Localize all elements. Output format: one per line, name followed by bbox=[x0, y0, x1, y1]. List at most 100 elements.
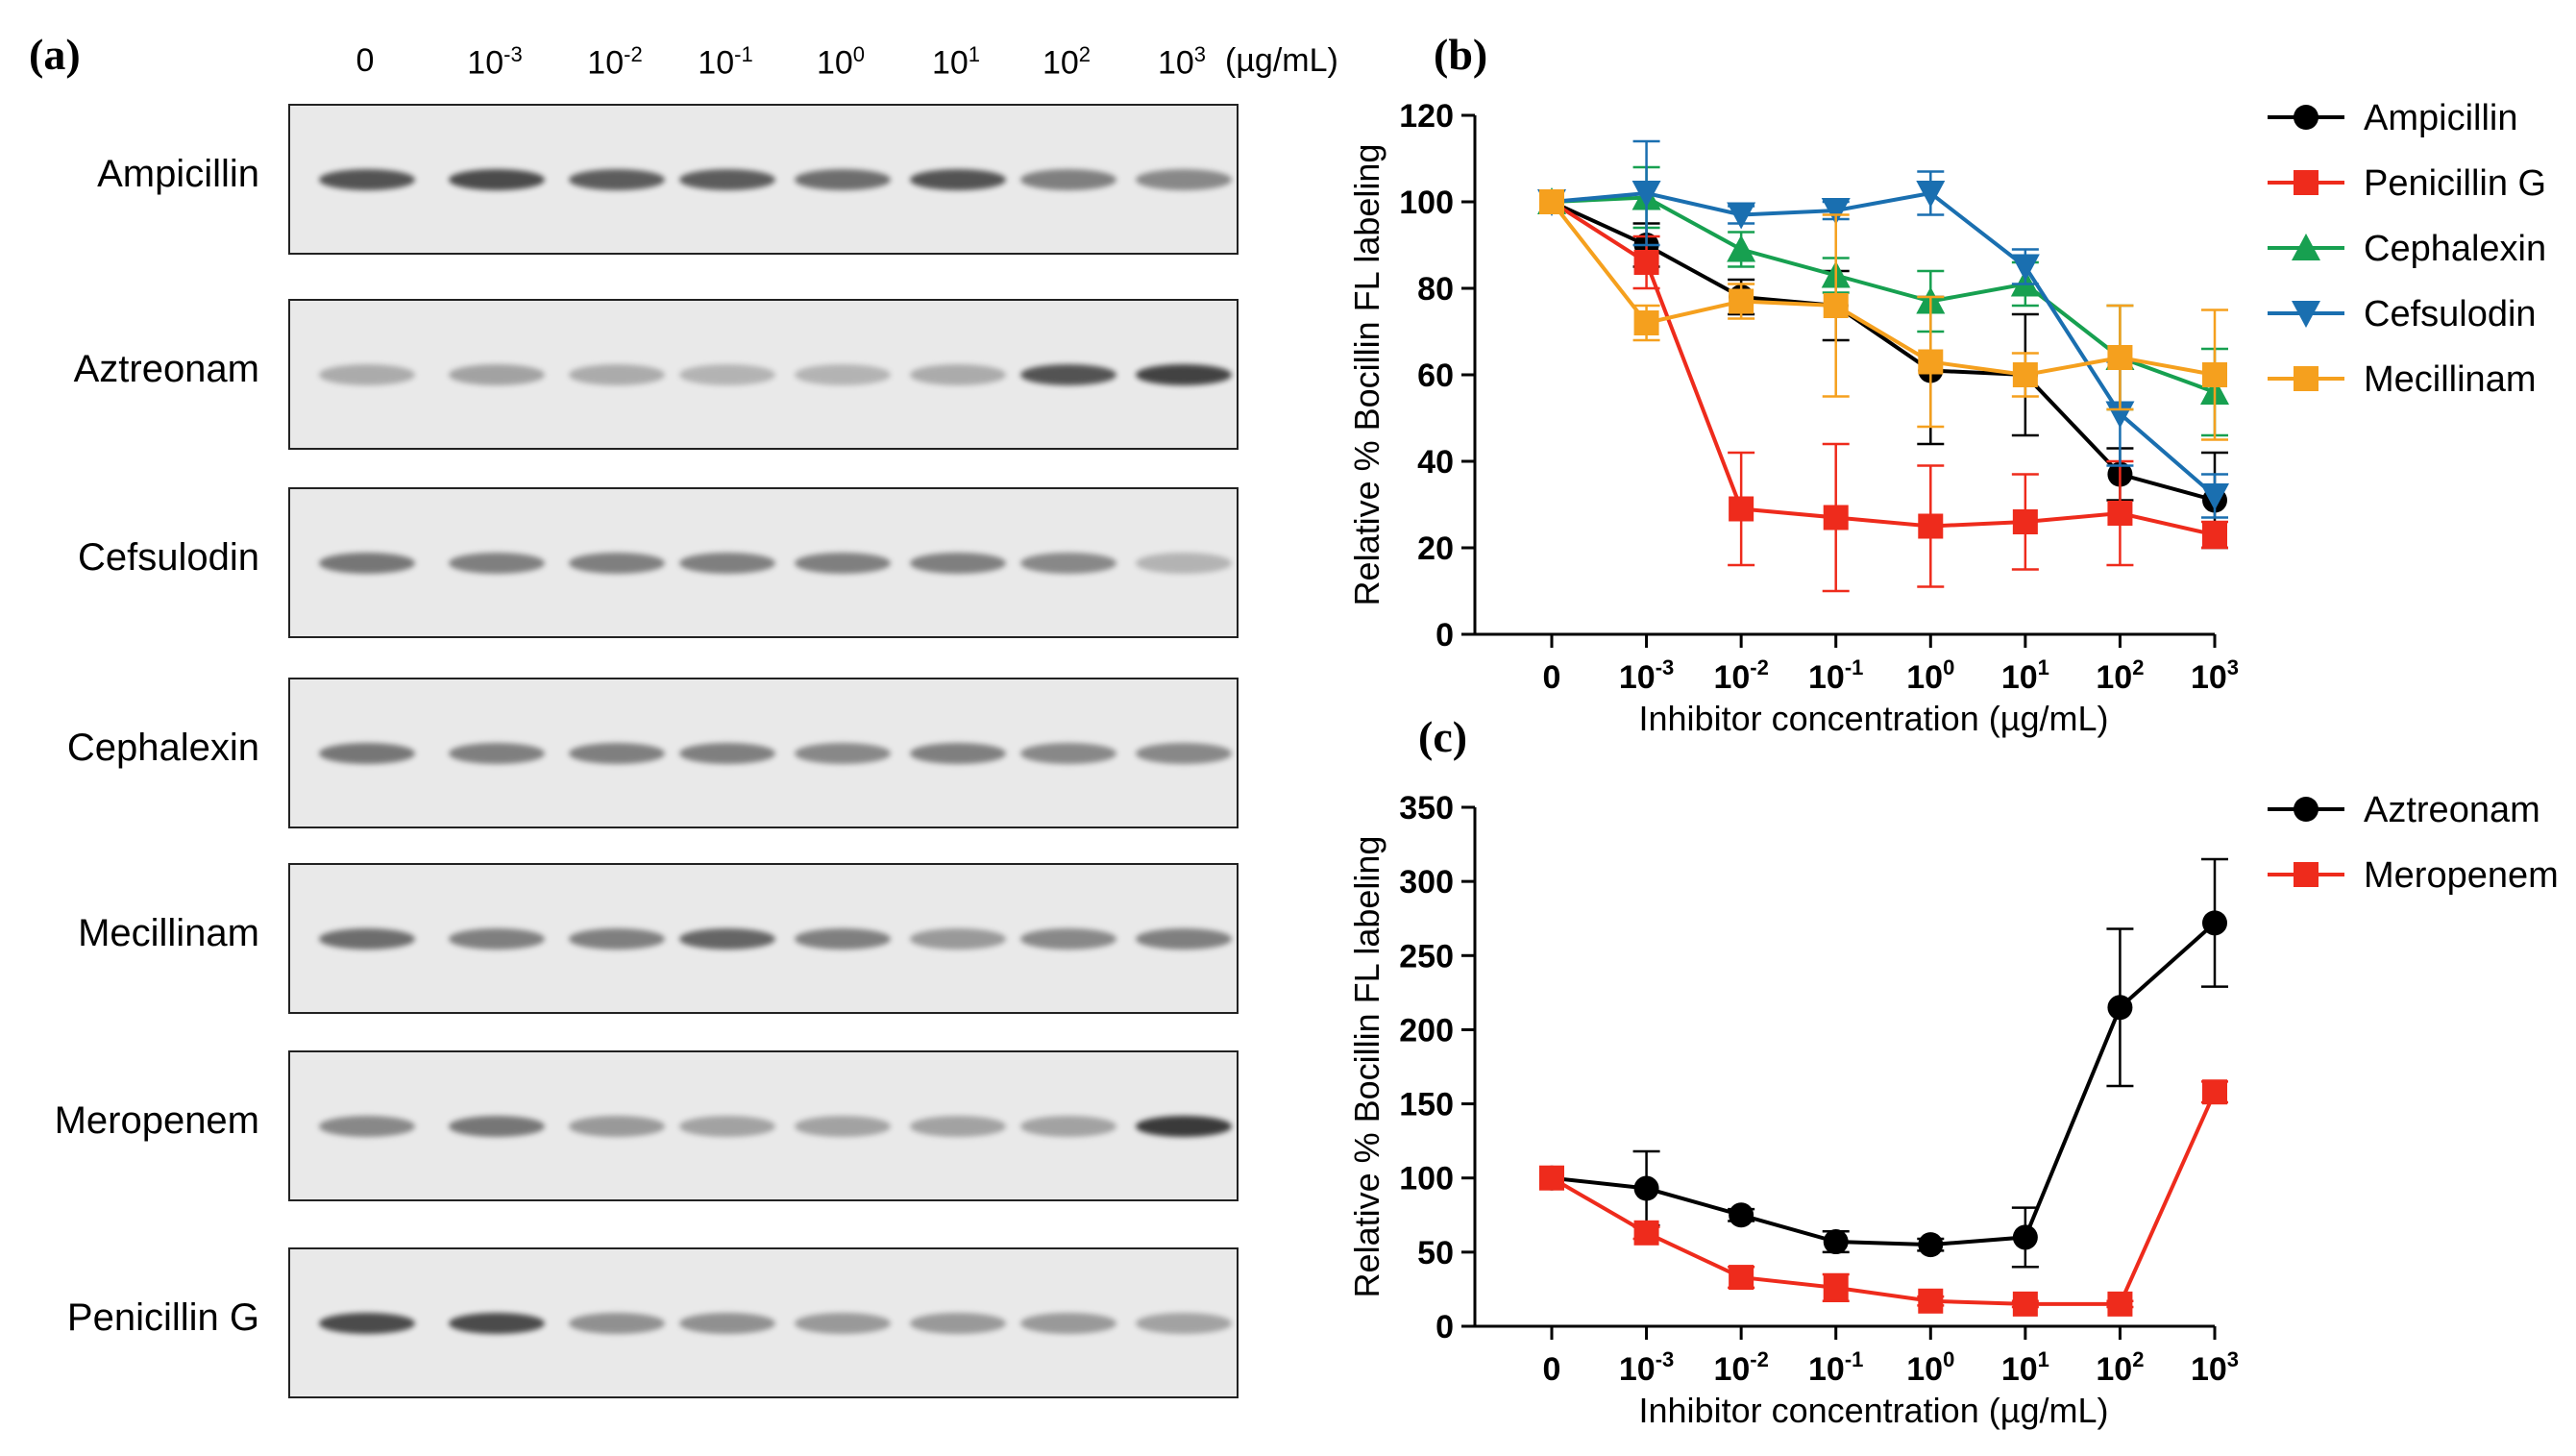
data-point bbox=[1727, 234, 1756, 262]
x-tick-label: 0 bbox=[1543, 659, 1561, 696]
gel-band bbox=[319, 363, 415, 385]
data-point bbox=[1918, 1288, 1944, 1314]
x-tick-label: 10-1 bbox=[1808, 1347, 1863, 1388]
gel-lane-label: 10-1 bbox=[698, 42, 753, 82]
gel-band bbox=[449, 168, 545, 190]
data-point bbox=[2012, 509, 2038, 534]
data-point bbox=[1823, 1229, 1849, 1255]
gel-strip bbox=[288, 863, 1239, 1014]
data-point bbox=[1729, 496, 1754, 522]
gel-band bbox=[569, 927, 665, 950]
data-point bbox=[1633, 1175, 1659, 1201]
y-tick-label: 20 bbox=[1417, 531, 1454, 567]
data-point bbox=[1823, 293, 1849, 318]
gel-band bbox=[795, 927, 891, 950]
data-point bbox=[2292, 234, 2320, 260]
gel-band bbox=[569, 168, 665, 190]
y-tick-label: 120 bbox=[1399, 98, 1454, 135]
data-point bbox=[1916, 181, 1946, 208]
gel-band bbox=[569, 552, 665, 574]
y-tick-label: 60 bbox=[1417, 358, 1454, 394]
gel-band bbox=[679, 1115, 775, 1137]
y-tick-label: 100 bbox=[1399, 185, 1454, 221]
panel-label-b: (b) bbox=[1434, 30, 1488, 79]
gel-band bbox=[449, 1312, 545, 1334]
gel-row-label: Mecillinam bbox=[78, 911, 259, 954]
gel-band bbox=[569, 1312, 665, 1334]
x-axis-label: Inhibitor concentration (µg/mL) bbox=[1639, 1391, 2109, 1430]
data-point bbox=[1729, 1265, 1754, 1291]
gel-row-label: Cephalexin bbox=[66, 726, 259, 769]
x-tick-label: 103 bbox=[2191, 1347, 2239, 1388]
y-tick-label: 250 bbox=[1399, 938, 1454, 975]
data-point bbox=[1727, 202, 1756, 230]
gel-band bbox=[319, 1115, 415, 1137]
gel-strip bbox=[288, 104, 1239, 255]
gel-row-label: Cefsulodin bbox=[77, 535, 259, 579]
gel-row-label: Aztreonam bbox=[73, 347, 259, 390]
gel-row-label: Penicillin G bbox=[66, 1296, 259, 1339]
data-point bbox=[1821, 198, 1851, 225]
data-point bbox=[2107, 501, 2133, 526]
gel-band bbox=[910, 927, 1006, 950]
series-line bbox=[1550, 200, 2216, 378]
series-line bbox=[1551, 200, 2216, 503]
gel-band bbox=[1020, 168, 1116, 190]
gel-lane-label: 0 bbox=[356, 42, 375, 79]
gel-band bbox=[449, 927, 545, 950]
gel-band bbox=[679, 363, 775, 385]
data-point bbox=[2292, 301, 2320, 328]
gel-band bbox=[319, 552, 415, 574]
data-point bbox=[2012, 362, 2038, 387]
y-tick-label: 0 bbox=[1435, 617, 1454, 654]
y-tick-label: 350 bbox=[1399, 790, 1454, 827]
gel-band bbox=[795, 1115, 891, 1137]
y-tick-label: 150 bbox=[1399, 1087, 1454, 1123]
gel-band bbox=[679, 168, 775, 190]
y-tick-label: 40 bbox=[1417, 444, 1454, 481]
y-tick-label: 200 bbox=[1399, 1012, 1454, 1049]
gel-band bbox=[1136, 168, 1232, 190]
gel-band bbox=[569, 363, 665, 385]
y-tick-label: 50 bbox=[1417, 1235, 1454, 1271]
gel-lane-label: 103 bbox=[1157, 42, 1207, 82]
gel-band bbox=[319, 742, 415, 764]
data-point bbox=[2294, 862, 2318, 887]
gel-band bbox=[910, 363, 1006, 385]
data-point bbox=[2202, 362, 2227, 387]
chart-b: 0 20 40 60 80 100 120 0 10-3 10-2 10-1 100 101 102 103… bbox=[1347, 98, 2546, 738]
y-tick-label: 100 bbox=[1399, 1161, 1454, 1197]
data-point bbox=[2202, 522, 2227, 548]
x-tick-label: 10-2 bbox=[1713, 655, 1768, 696]
gel-band bbox=[1020, 1115, 1116, 1137]
gel-band bbox=[1136, 1115, 1232, 1137]
gel-band bbox=[1136, 927, 1232, 950]
y-tick-label: 300 bbox=[1399, 864, 1454, 901]
gel-lane-label: 101 bbox=[931, 42, 981, 82]
gel-band bbox=[679, 1312, 775, 1334]
data-point bbox=[2202, 1079, 2227, 1105]
gel-band bbox=[1020, 927, 1116, 950]
y-axis-label: Relative % Bocillin FL labeling bbox=[1347, 144, 1386, 606]
legend-label: Cefsulodin bbox=[2364, 294, 2537, 334]
gel-band bbox=[449, 1115, 545, 1137]
gel-row-label: Ampicillin bbox=[97, 152, 259, 195]
x-tick-label: 101 bbox=[2001, 1347, 2049, 1388]
gel-strip bbox=[288, 299, 1239, 450]
data-point bbox=[1918, 349, 1944, 375]
gel-band bbox=[569, 742, 665, 764]
data-point bbox=[2105, 401, 2135, 429]
gel-band bbox=[449, 742, 545, 764]
data-point bbox=[1631, 181, 1661, 208]
x-tick-label: 10-3 bbox=[1619, 655, 1674, 696]
gel-band bbox=[1136, 742, 1232, 764]
gel-band bbox=[1020, 1312, 1116, 1334]
legend-label: Mecillinam bbox=[2364, 359, 2536, 400]
legend-label: Ampicillin bbox=[2364, 98, 2517, 138]
gel-band bbox=[910, 168, 1006, 190]
data-point bbox=[2012, 1291, 2038, 1317]
gel-lane-label: 100 bbox=[816, 42, 866, 82]
data-point bbox=[1918, 1232, 1944, 1258]
legend-label: Cephalexin bbox=[2364, 229, 2546, 269]
gel-band bbox=[1020, 363, 1116, 385]
